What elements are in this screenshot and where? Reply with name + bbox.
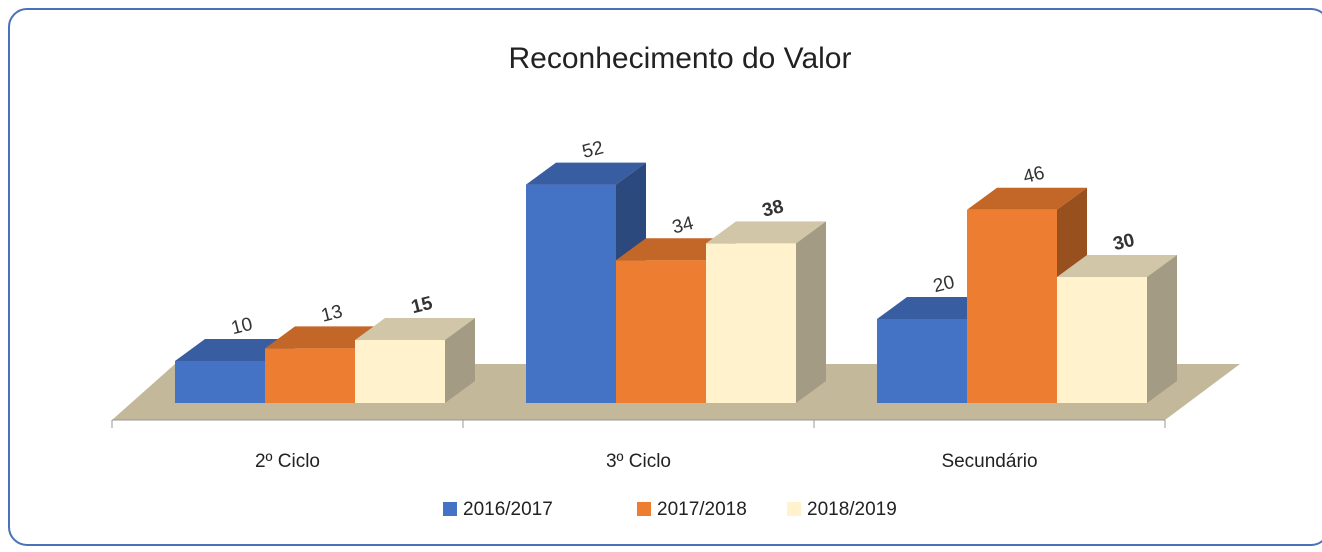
bar-front (706, 243, 796, 403)
bar-front (526, 184, 616, 403)
bar-top (1057, 255, 1177, 277)
bar-top (967, 187, 1087, 210)
value-label: 30 (1111, 230, 1137, 255)
x-tick-label: Secundário (941, 451, 1037, 472)
chart-title: Reconhecimento do Valor (509, 42, 852, 75)
legend-label: 2016/2017 (463, 499, 553, 520)
x-tick-label: 2º Ciclo (255, 451, 320, 472)
value-label: 52 (580, 137, 606, 162)
bar-top (706, 221, 826, 244)
value-label: 20 (931, 272, 957, 297)
bar-side (445, 318, 475, 403)
value-label: 38 (760, 196, 786, 221)
bar-front (1057, 277, 1147, 403)
bar-front (175, 361, 265, 403)
bar-front (967, 209, 1057, 403)
bar-top (355, 318, 475, 340)
bar-side (796, 221, 826, 403)
bar-front (265, 348, 355, 403)
legend-swatch (443, 502, 457, 516)
bar-front (355, 340, 445, 403)
bar-front (877, 319, 967, 403)
legend-label: 2018/2019 (807, 499, 897, 520)
legend-swatch (637, 502, 651, 516)
bar-side (1147, 255, 1177, 403)
legend-label: 2017/2018 (657, 499, 747, 520)
value-label: 13 (319, 301, 345, 326)
bar-top (526, 162, 646, 185)
value-label: 46 (1021, 163, 1047, 188)
x-tick-label: 3º Ciclo (606, 451, 671, 472)
bar-front (616, 260, 706, 403)
value-label: 10 (229, 314, 255, 339)
legend-swatch (787, 502, 801, 516)
